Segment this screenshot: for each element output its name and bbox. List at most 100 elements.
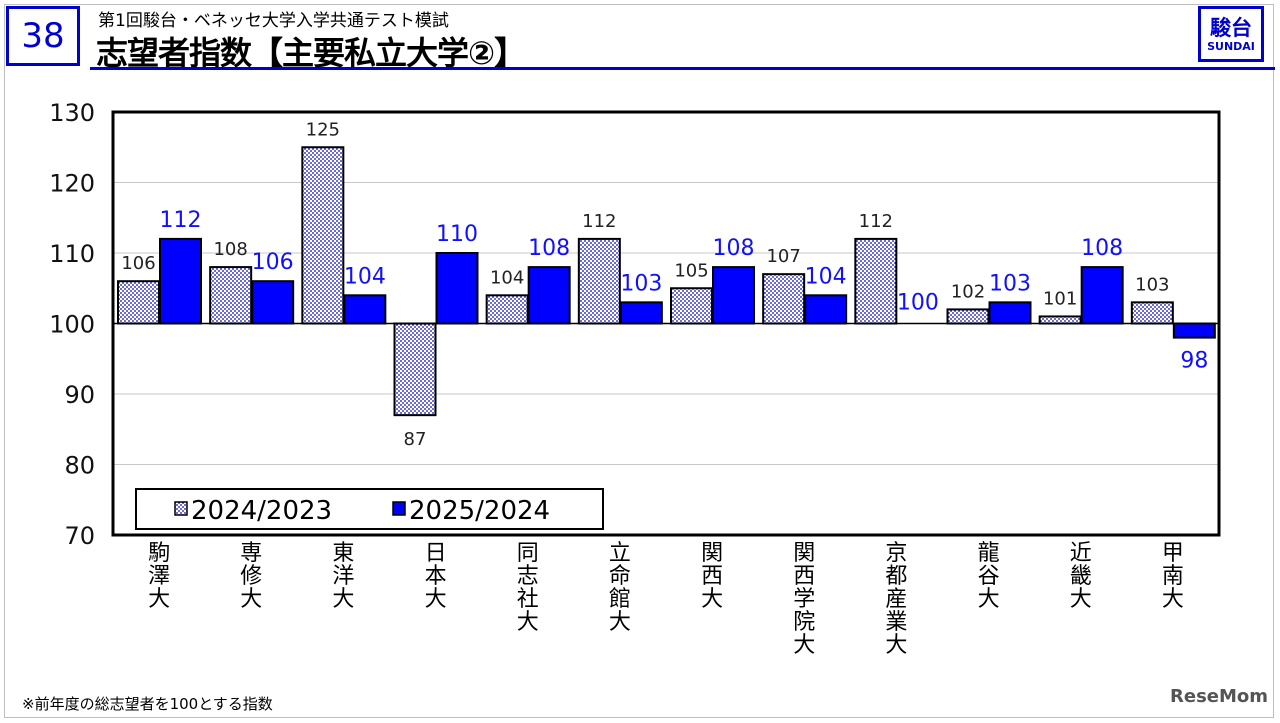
bar [117,280,160,325]
category-label-char: 洋 [332,564,354,589]
category-label-char: 龍 [978,541,1000,566]
category-label-char: 近 [1070,541,1092,566]
bar [251,280,295,325]
data-label: 101 [1043,288,1077,309]
bar [988,301,1032,325]
category-label-char: 南 [1162,564,1184,589]
category-label-char: 専 [240,541,262,566]
category-label-char: 大 [517,610,539,635]
bar [527,266,571,325]
data-label: 110 [436,222,478,247]
category-label-char: 大 [1070,587,1092,612]
bar [762,273,806,325]
y-tick-label: 70 [64,522,95,550]
bar [712,266,755,325]
data-label: 102 [951,281,985,302]
y-tick-label: 130 [49,99,95,127]
legend-label-2024-2023: 2024/2023 [191,496,332,526]
slide-frame [4,4,1274,718]
y-tick-label: 100 [49,311,95,339]
category-label-char: 大 [148,587,170,612]
category-label-char: 大 [885,633,907,658]
bar [209,266,253,325]
data-label: 103 [620,271,662,296]
bar [946,308,990,325]
data-label: 108 [1081,236,1123,261]
category-label-char: 大 [978,587,1000,612]
category-label-char: 関 [793,541,815,566]
category-label-char: 関 [701,541,723,566]
category-label-char: 志 [517,564,539,589]
data-label: 112 [582,211,616,232]
y-tick-label: 90 [64,381,95,409]
category-label-char: 館 [609,587,631,612]
data-label: 106 [121,253,155,274]
y-tick-label: 80 [64,452,95,480]
category-label-char: 学 [793,587,815,612]
category-label-char: 澤 [148,564,170,589]
page-subtitle: 第1回駿台・ベネッセ大学入学共通テスト模試 [98,11,449,31]
category-label-char: 都 [885,564,907,589]
category-label-char: 谷 [978,564,1000,589]
bar [393,322,437,417]
data-label: 103 [1135,274,1169,295]
legend-swatch-2025-2024 [392,501,406,516]
category-label-char: 院 [793,610,815,635]
data-label: 107 [766,246,800,267]
bar [1130,301,1174,325]
data-label: 104 [344,264,386,289]
category-label-char: 立 [609,541,631,566]
bar [1080,266,1124,325]
legend-box [135,488,604,530]
bar [854,237,898,325]
bar [804,294,848,325]
plot-frame [111,110,1221,537]
bar [485,294,529,325]
page-title: 志望者指数【主要私立大学②】 [96,34,526,72]
bar [1172,322,1216,339]
data-label: 112 [859,211,893,232]
data-label: 104 [490,267,524,288]
category-label-char: 同 [517,541,539,566]
category-label-char: 東 [332,541,354,566]
data-label: 104 [805,264,847,289]
resemom-watermark: ReseMom [1170,686,1269,707]
data-label: 100 [897,291,939,316]
page-number: 38 [6,6,80,66]
data-label: 103 [989,271,1031,296]
category-label-char: 日 [425,541,447,566]
category-label-char: 大 [793,633,815,658]
category-label-char: 西 [701,564,723,589]
logo-kanji: 駿台 [1210,15,1252,40]
data-label: 108 [213,239,247,260]
bar [670,287,713,325]
category-label-char: 修 [240,564,262,589]
data-label: 87 [404,429,427,450]
title-underline [90,67,1275,70]
bar [1038,315,1082,325]
category-label-char: 甲 [1162,541,1184,566]
category-label-char: 大 [1162,587,1184,612]
bar [435,252,479,325]
category-label-char: 社 [517,587,539,612]
category-label-char: 大 [332,587,354,612]
category-label-char: 産 [885,587,907,612]
category-label-char: 駒 [148,541,170,566]
data-label: 108 [528,236,570,261]
category-label-char: 大 [701,587,723,612]
logo-english: SUNDAI [1207,39,1255,53]
bar [577,237,621,325]
category-label-char: 業 [885,610,907,635]
legend-label-2025-2024: 2025/2024 [409,496,550,526]
category-label-char: 大 [609,610,631,635]
data-label: 108 [713,236,755,261]
data-label: 112 [160,208,202,233]
category-label-char: 大 [425,587,447,612]
category-label-char: 大 [240,587,262,612]
category-label-char: 本 [425,564,447,589]
category-label-char: 畿 [1070,564,1092,589]
bar [159,237,202,325]
y-tick-label: 120 [49,170,95,198]
category-label-char: 京 [885,541,907,566]
y-tick-label: 110 [49,240,95,268]
